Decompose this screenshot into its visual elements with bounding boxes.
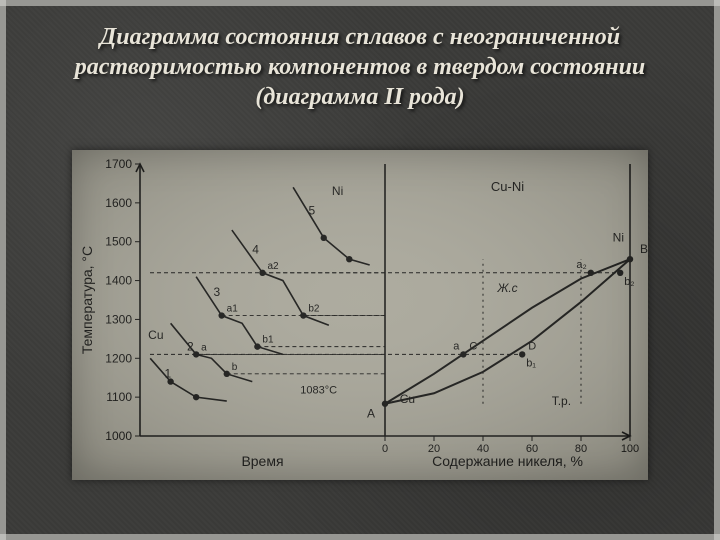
svg-text:B: B	[640, 242, 648, 256]
diagram-svg: 10001100120013001400150016001700Температ…	[72, 150, 648, 480]
svg-text:a2: a2	[268, 261, 280, 272]
svg-text:40: 40	[477, 443, 489, 455]
svg-text:b₁: b₁	[526, 357, 536, 369]
svg-text:Ж.с: Ж.с	[496, 281, 517, 295]
page-title: Диаграмма состояния сплавов с неограниче…	[40, 22, 680, 112]
svg-text:20: 20	[428, 443, 440, 455]
svg-text:1400: 1400	[105, 274, 132, 288]
svg-text:b: b	[232, 362, 238, 373]
svg-text:a: a	[453, 340, 460, 352]
svg-text:Ni: Ni	[332, 184, 343, 198]
svg-text:1700: 1700	[105, 157, 132, 171]
svg-text:Cu: Cu	[400, 392, 415, 406]
phase-diagram-figure: 10001100120013001400150016001700Температ…	[72, 150, 648, 480]
svg-text:1300: 1300	[105, 312, 132, 326]
svg-text:0: 0	[382, 443, 388, 455]
svg-text:b1: b1	[262, 335, 274, 346]
svg-text:Температура, °С: Температура, °С	[79, 246, 95, 354]
svg-text:1: 1	[165, 367, 172, 381]
svg-text:b2: b2	[308, 304, 320, 315]
svg-text:1083°С: 1083°С	[300, 384, 337, 396]
svg-text:2: 2	[187, 340, 194, 354]
svg-text:4: 4	[252, 242, 259, 256]
svg-text:a1: a1	[227, 304, 239, 315]
svg-text:C: C	[469, 340, 477, 352]
svg-text:Cu-Ni: Cu-Ni	[491, 179, 524, 194]
svg-text:a: a	[201, 342, 207, 353]
svg-text:Cu: Cu	[148, 328, 163, 342]
svg-text:1500: 1500	[105, 235, 132, 249]
svg-text:1200: 1200	[105, 351, 132, 365]
svg-text:D: D	[528, 340, 536, 352]
svg-text:Ni: Ni	[613, 231, 624, 245]
svg-text:5: 5	[308, 204, 315, 218]
svg-text:3: 3	[214, 285, 221, 299]
svg-text:a₂: a₂	[576, 259, 586, 271]
svg-text:1000: 1000	[105, 429, 132, 443]
svg-text:1600: 1600	[105, 196, 132, 210]
svg-text:A: A	[367, 407, 375, 421]
svg-text:60: 60	[526, 443, 538, 455]
svg-text:80: 80	[575, 443, 587, 455]
svg-text:Т.р.: Т.р.	[552, 394, 571, 408]
svg-text:100: 100	[621, 443, 639, 455]
svg-text:b₂: b₂	[624, 276, 634, 288]
svg-text:Время: Время	[241, 453, 283, 469]
svg-text:1100: 1100	[106, 390, 132, 404]
svg-text:Содержание никеля, %: Содержание никеля, %	[432, 453, 583, 469]
